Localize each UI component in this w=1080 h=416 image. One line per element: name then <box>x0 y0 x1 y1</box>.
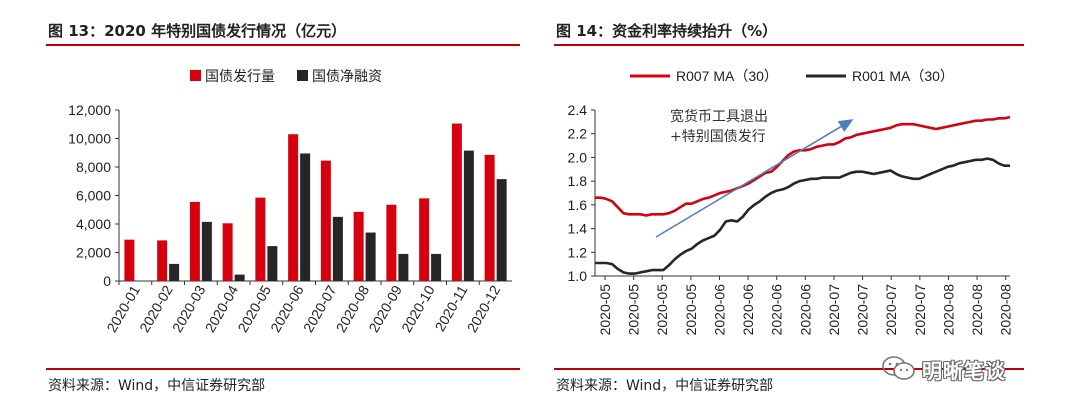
bar-issuance <box>189 201 200 281</box>
bar-net-financing <box>496 179 507 281</box>
right-figure-panel: 图 14：资金利率持续抬升（%） 1.0 1.2 1.4 1.6 1.8 2.0 2.2 2.… <box>548 0 1080 416</box>
y-tick-label: 2.2 <box>568 126 588 142</box>
y-tick-label: 1.0 <box>568 268 588 284</box>
x-tick-label: 2020-05 <box>597 284 613 336</box>
x-tick-label: 2020-06 <box>711 284 727 336</box>
legend-label: 国债发行量 <box>205 68 275 84</box>
y-tick-label: 2,000 <box>76 245 111 261</box>
bar-net-financing <box>234 274 245 281</box>
bar-issuance <box>386 204 397 281</box>
y-tick-label: 8,000 <box>76 159 111 175</box>
x-tick-label: 2020-06 <box>740 284 756 336</box>
legend-swatch <box>297 70 308 81</box>
bar-issuance <box>288 134 299 281</box>
x-tick-label: 2020-07 <box>883 284 899 336</box>
legend-label: 国债净融资 <box>312 68 382 84</box>
y-tick-label: 1.6 <box>568 197 588 213</box>
bar-issuance <box>353 211 364 281</box>
r001-line <box>595 157 1010 275</box>
bar-net-financing <box>398 253 409 281</box>
trend-arrow <box>655 119 854 238</box>
right-source-note: 资料来源：Wind，中信证券研究部 <box>556 378 774 394</box>
bar-net-financing <box>431 253 442 281</box>
watermark-text: 明晰笔谈 <box>922 358 1006 383</box>
x-tick-label: 2020-05 <box>626 284 642 336</box>
left-figure-panel: 图 13：2020 年特别国债发行情况（亿元） 0 2,000 4,000 6,000… <box>0 0 530 416</box>
x-tick-label: 2020-06 <box>769 284 785 336</box>
bar-issuance <box>484 154 495 281</box>
y-tick-label: 1.8 <box>568 173 588 189</box>
left-figure-title: 图 13：2020 年特别国债发行情况（亿元） <box>48 22 347 40</box>
y-tick-label: 0 <box>103 273 111 289</box>
y-tick-label: 12,000 <box>68 102 111 118</box>
chart-annotation: 宽货币工具退出+特别国债发行 <box>670 109 768 145</box>
bar-issuance <box>320 160 331 281</box>
x-tick-label: 2020-07 <box>826 284 842 336</box>
bar-net-financing <box>365 232 376 281</box>
y-tick-label: 10,000 <box>68 131 111 147</box>
x-tick-label: 2020-07 <box>855 284 871 336</box>
watermark: 明晰笔谈 <box>882 353 1062 385</box>
line-chart: 1.0 1.2 1.4 1.6 1.8 2.0 2.2 2.4 2020-05 2020-05 20… <box>568 68 1014 336</box>
y-tick-label: 1.2 <box>568 244 588 260</box>
wechat-icon <box>882 356 916 382</box>
bar-net-financing <box>201 221 212 281</box>
x-tick-label: 2020-05 <box>654 284 670 336</box>
bar-chart: 02,0004,0006,0008,00010,00012,0002020-01… <box>68 68 512 335</box>
left-title-rule <box>46 44 520 46</box>
bar-issuance <box>157 240 168 281</box>
bar-issuance <box>255 197 266 281</box>
left-source-rule <box>46 368 520 370</box>
y-tick-label: 2.0 <box>568 149 588 165</box>
right-figure-title: 图 14：资金利率持续抬升（%） <box>556 22 778 40</box>
y-tick-label: 1.4 <box>568 221 588 237</box>
bar-net-financing <box>463 150 474 281</box>
y-tick-label: 2.4 <box>568 102 588 118</box>
right-title-rule <box>554 44 1024 46</box>
bar-net-financing <box>300 153 311 281</box>
x-tick-label: 2020-08 <box>969 284 985 336</box>
bar-net-financing <box>267 246 278 281</box>
x-tick-label: 2020-08 <box>940 284 956 336</box>
legend-swatch <box>190 70 201 81</box>
x-tick-label: 2020-08 <box>998 284 1014 336</box>
x-tick-label: 2020-05 <box>683 284 699 336</box>
bar-issuance <box>124 239 135 281</box>
bar-issuance <box>451 123 462 281</box>
x-tick-label: 2020-06 <box>797 284 813 336</box>
x-tick-label: 2020-07 <box>912 284 928 336</box>
bar-issuance <box>222 223 233 281</box>
bar-net-financing <box>332 216 343 281</box>
y-tick-label: 4,000 <box>76 216 111 232</box>
legend-label: R001 MA（30） <box>852 68 954 84</box>
right-source-rule <box>554 368 1024 370</box>
left-source-note: 资料来源：Wind，中信证券研究部 <box>48 378 266 394</box>
bar-issuance <box>419 198 430 281</box>
legend-label: R007 MA（30） <box>676 68 778 84</box>
bar-net-financing <box>169 263 180 281</box>
y-tick-label: 6,000 <box>76 188 111 204</box>
